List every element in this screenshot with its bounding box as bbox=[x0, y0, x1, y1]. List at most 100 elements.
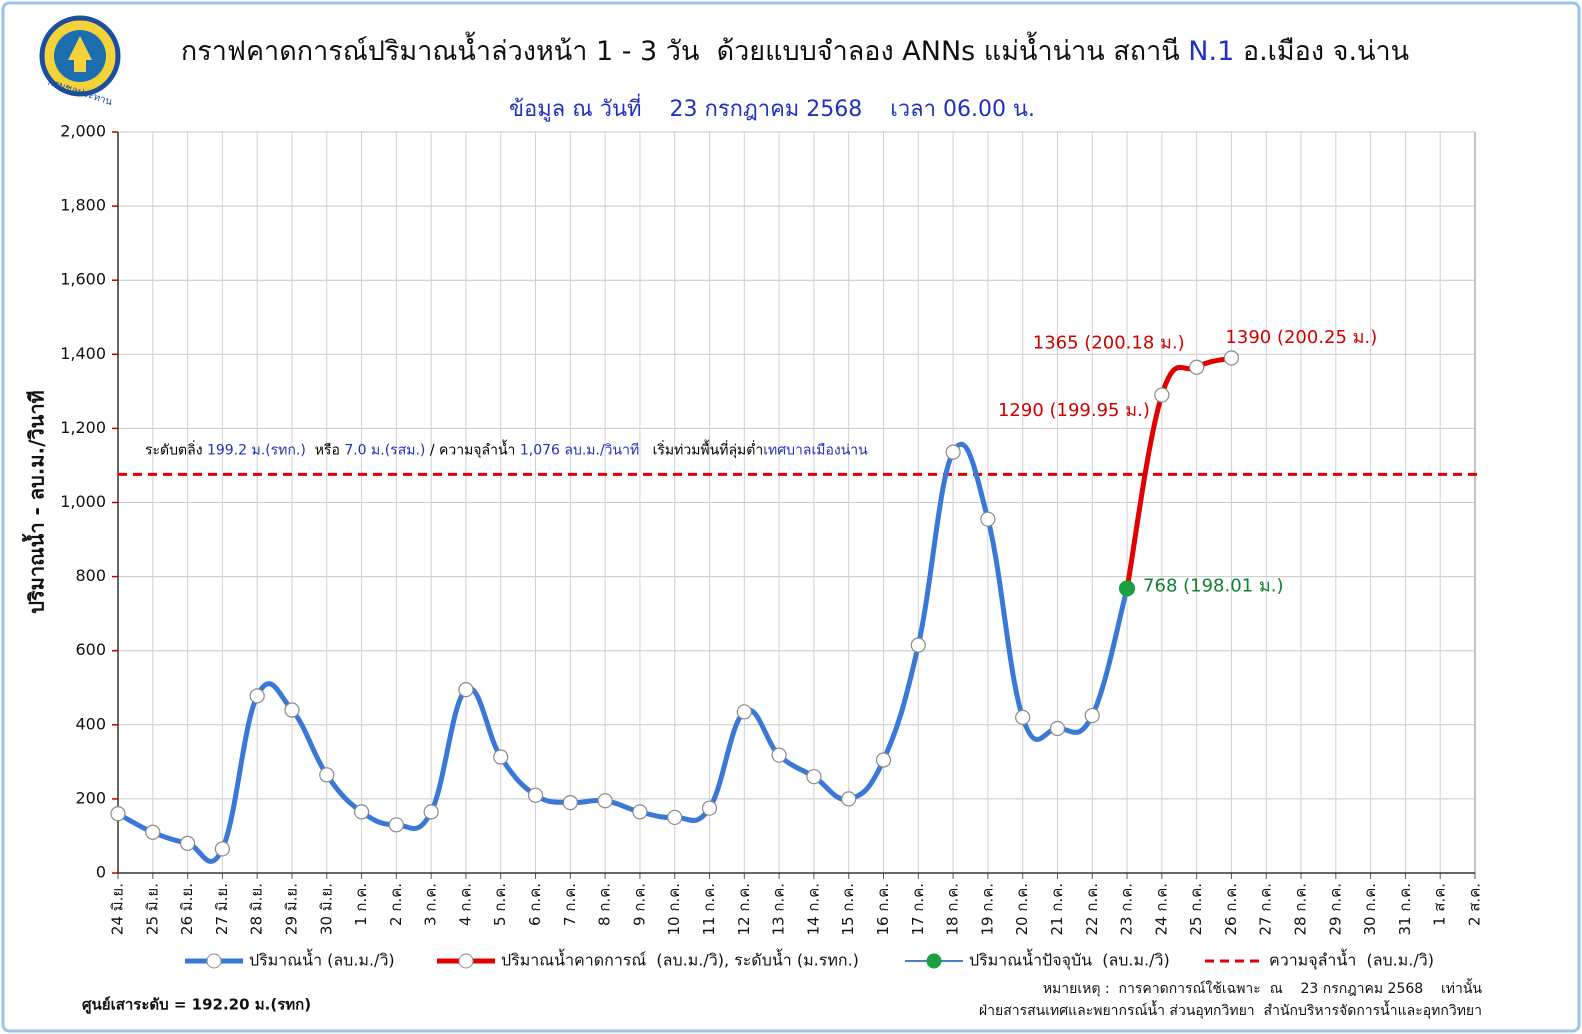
data-point bbox=[214, 841, 230, 857]
x-tick-label: 1 ส.ค. bbox=[1431, 883, 1449, 926]
x-tick-label: 25 มิ.ย. bbox=[143, 883, 161, 935]
data-point bbox=[875, 752, 892, 768]
data-label: 768 (198.01 ม.) bbox=[1143, 575, 1283, 596]
legend-label: ปริมาณน้ำคาดการณ์ (ลบ.ม./วิ), ระดับน้ำ (… bbox=[501, 949, 859, 970]
legend-label: ความจุลำน้ำ (ลบ.ม./วิ) bbox=[1269, 949, 1434, 971]
note: หมายเหตุ : การคาดการณ์ใช้เฉพาะ ณ 23 กรกฎ… bbox=[1043, 978, 1483, 997]
x-tick-label: 19 ก.ค. bbox=[978, 883, 996, 936]
y-tick-label: 0 bbox=[96, 863, 106, 882]
annotation-part: หรือ bbox=[306, 442, 345, 458]
annotation: ระดับตลิ่ง 199.2 ม.(รทก.) หรือ 7.0 ม.(รส… bbox=[145, 439, 868, 458]
logo-emblem bbox=[68, 36, 92, 72]
x-tick-label: 29 มิ.ย. bbox=[282, 883, 300, 935]
x-tick-label: 12 ก.ค. bbox=[735, 883, 753, 936]
data-point bbox=[1189, 359, 1205, 375]
annotation-part: 7.0 ม.(รสม.) bbox=[344, 442, 425, 458]
x-tick-label: 14 ก.ค. bbox=[804, 883, 822, 936]
y-tick-label: 600 bbox=[75, 640, 106, 659]
x-tick-label: 2 ส.ค. bbox=[1466, 883, 1484, 926]
annotation-part: เริ่มท่วมพื้นที่ลุ่มต่ำ bbox=[639, 439, 763, 458]
y-tick-label: 1,000 bbox=[60, 492, 106, 511]
y-tick-label: 1,800 bbox=[60, 196, 106, 215]
x-tick-label: 31 ก.ค. bbox=[1396, 883, 1414, 936]
x-tick-label: 13 ก.ค. bbox=[770, 883, 788, 936]
annotation-part: / ความจุลำน้ำ bbox=[425, 439, 519, 458]
title-part: อ.เมือง จ.น่าน bbox=[1234, 36, 1409, 67]
data-point bbox=[1223, 350, 1240, 366]
data-point bbox=[110, 806, 126, 822]
legend-marker bbox=[458, 953, 474, 969]
y-tick-label: 800 bbox=[75, 566, 106, 585]
x-tick-label: 6 ก.ค. bbox=[526, 883, 544, 926]
x-tick-label: 26 มิ.ย. bbox=[178, 883, 196, 935]
data-point bbox=[353, 804, 370, 820]
data-point bbox=[771, 747, 787, 763]
y-axis-label: ปริมาณน้ำ - ลบ.ม./วินาที bbox=[22, 390, 49, 614]
series-line bbox=[1124, 355, 1234, 591]
data-point bbox=[910, 637, 926, 653]
data-point bbox=[179, 835, 196, 851]
title-part: N.1 bbox=[1188, 36, 1234, 67]
legend-label: ปริมาณน้ำ (ลบ.ม./วิ) bbox=[249, 949, 395, 970]
legend-marker bbox=[206, 953, 222, 969]
data-point bbox=[1015, 709, 1031, 725]
x-tick-label: 27 มิ.ย. bbox=[213, 883, 231, 935]
data-point bbox=[562, 795, 578, 811]
y-tick-label: 1,600 bbox=[60, 270, 106, 289]
data-point bbox=[980, 511, 996, 527]
title-part: กราฟคาดการณ์ปริมาณน้ำล่วงหน้า 1 - 3 วัน … bbox=[181, 31, 1188, 67]
data-point bbox=[493, 749, 509, 765]
data-point bbox=[284, 702, 300, 718]
x-tick-label: 7 ก.ค. bbox=[561, 883, 579, 926]
data-point bbox=[736, 704, 752, 720]
y-tick-label: 400 bbox=[75, 714, 106, 733]
x-tick-label: 18 ก.ค. bbox=[944, 883, 962, 936]
data-label: 1365 (200.18 ม.) bbox=[1033, 332, 1185, 353]
x-tick-label: 1 ก.ค. bbox=[352, 883, 370, 926]
x-tick-label: 2 ก.ค. bbox=[387, 883, 405, 926]
x-tick-label: 30 ก.ค. bbox=[1361, 883, 1379, 936]
x-tick-label: 21 ก.ค. bbox=[1048, 883, 1066, 936]
x-tick-label: 24 มิ.ย. bbox=[109, 883, 127, 935]
data-point bbox=[667, 809, 683, 826]
data-point bbox=[1084, 707, 1100, 724]
data-point bbox=[388, 817, 404, 833]
annotation-part: 1,076 ลบ.ม./วินาที bbox=[520, 442, 639, 458]
legend-label: ปริมาณน้ำปัจจุบัน (ลบ.ม./วิ) bbox=[969, 949, 1170, 971]
x-tick-label: 4 ก.ค. bbox=[456, 883, 474, 926]
x-tick-label: 28 ก.ค. bbox=[1292, 883, 1310, 936]
legend-marker bbox=[926, 953, 942, 969]
x-tick-label: 20 ก.ค. bbox=[1013, 883, 1031, 936]
x-tick-label: 23 ก.ค. bbox=[1118, 883, 1136, 936]
y-tick-label: 1,200 bbox=[60, 418, 106, 437]
annotation-part: เทศบาลเมืองน่าน bbox=[763, 442, 868, 458]
x-tick-label: 3 ก.ค. bbox=[422, 883, 440, 926]
data-point bbox=[319, 767, 335, 783]
data-point bbox=[1118, 580, 1136, 597]
data-point bbox=[145, 824, 161, 840]
x-tick-label: 22 ก.ค. bbox=[1083, 883, 1101, 936]
data-point bbox=[1154, 387, 1170, 403]
x-tick-label: 8 ก.ค. bbox=[596, 883, 614, 926]
data-point bbox=[458, 682, 474, 698]
data-label: 1390 (200.25 ม.) bbox=[1225, 327, 1377, 348]
data-point bbox=[806, 769, 822, 785]
chart-subtitle: ข้อมูล ณ วันที่ 23 กรกฎาคม 2568 เวลา 06.… bbox=[509, 93, 1035, 122]
data-point bbox=[1049, 720, 1066, 737]
x-tick-label: 25 ก.ค. bbox=[1187, 883, 1205, 936]
x-tick-label: 30 มิ.ย. bbox=[317, 883, 335, 935]
y-tick-label: 200 bbox=[75, 788, 106, 807]
credit: ฝ่ายสารสนเทศและพยากรณ์น้ำ ส่วนอุทกวิทยา … bbox=[979, 1000, 1482, 1019]
data-point bbox=[423, 804, 439, 820]
x-tick-label: 26 ก.ค. bbox=[1222, 883, 1240, 936]
x-tick-label: 28 มิ.ย. bbox=[248, 883, 266, 935]
x-tick-label: 24 ก.ค. bbox=[1152, 883, 1170, 936]
data-point bbox=[701, 800, 718, 816]
data-point bbox=[945, 444, 961, 460]
x-tick-label: 29 ก.ค. bbox=[1326, 883, 1344, 936]
data-point bbox=[841, 791, 857, 807]
x-tick-label: 15 ก.ค. bbox=[839, 883, 857, 936]
y-tick-label: 2,000 bbox=[60, 122, 106, 141]
